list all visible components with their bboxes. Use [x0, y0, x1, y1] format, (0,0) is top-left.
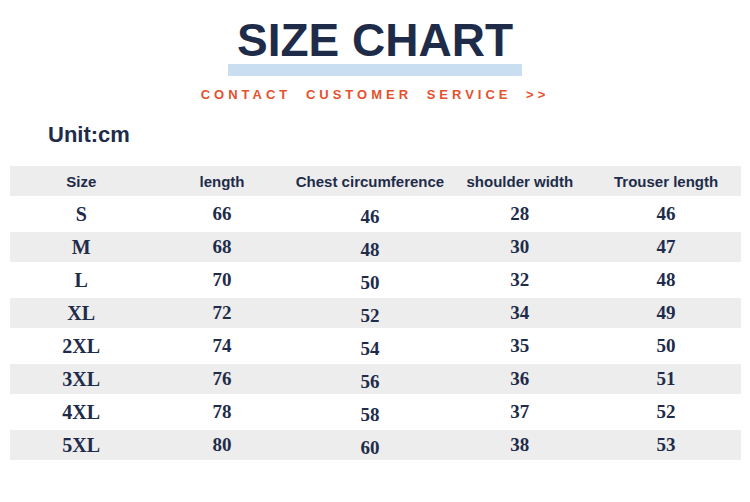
size-cell: 4XL	[10, 397, 153, 427]
length-cell: 70	[153, 265, 292, 295]
table-row: M 68 48 30 47	[10, 232, 741, 262]
length-cell: 66	[153, 199, 292, 229]
size-cell: 3XL	[10, 364, 153, 394]
table-row: XL 72 52 34 49	[10, 298, 741, 328]
trouser-cell: 49	[591, 298, 741, 328]
length-cell: 74	[153, 331, 292, 361]
header-cell-shoulder: shoulder width	[449, 166, 592, 196]
header-cell-trouser: Trouser length	[591, 166, 741, 196]
size-cell: M	[10, 232, 153, 262]
trouser-cell: 50	[591, 331, 741, 361]
shoulder-cell: 38	[449, 430, 592, 460]
unit-label: Unit:cm	[48, 122, 750, 148]
shoulder-cell: 35	[449, 331, 592, 361]
title-section: SIZE CHART	[0, 0, 750, 78]
shoulder-cell: 37	[449, 397, 592, 427]
trouser-cell: 53	[591, 430, 741, 460]
trouser-cell: 47	[591, 232, 741, 262]
size-cell: S	[10, 199, 153, 229]
shoulder-cell: 32	[449, 265, 592, 295]
header-cell-chest: Chest circumference	[291, 166, 448, 196]
shoulder-cell: 28	[449, 199, 592, 229]
size-chart-table: Size length Chest circumference shoulder…	[10, 163, 741, 463]
table-row: 4XL 78 58 37 52	[10, 397, 741, 427]
header-cell-size: Size	[10, 166, 153, 196]
table-row: L 70 50 32 48	[10, 265, 741, 295]
table-row: 5XL 80 60 38 53	[10, 430, 741, 460]
table-header-row: Size length Chest circumference shoulder…	[10, 166, 741, 196]
table-row: 3XL 76 56 36 51	[10, 364, 741, 394]
chest-cell: 52	[291, 298, 448, 328]
chest-cell: 48	[291, 232, 448, 262]
length-cell: 76	[153, 364, 292, 394]
length-cell: 72	[153, 298, 292, 328]
size-cell: L	[10, 265, 153, 295]
table-row: 2XL 74 54 35 50	[10, 331, 741, 361]
size-cell: XL	[10, 298, 153, 328]
trouser-cell: 46	[591, 199, 741, 229]
trouser-cell: 52	[591, 397, 741, 427]
chest-cell: 50	[291, 265, 448, 295]
chest-cell: 58	[291, 397, 448, 427]
page-title: SIZE CHART	[0, 17, 750, 63]
chest-cell: 54	[291, 331, 448, 361]
length-cell: 68	[153, 232, 292, 262]
shoulder-cell: 36	[449, 364, 592, 394]
trouser-cell: 48	[591, 265, 741, 295]
length-cell: 80	[153, 430, 292, 460]
header-cell-length: length	[153, 166, 292, 196]
shoulder-cell: 34	[449, 298, 592, 328]
size-cell: 2XL	[10, 331, 153, 361]
shoulder-cell: 30	[449, 232, 592, 262]
chest-cell: 60	[291, 430, 448, 460]
chest-cell: 56	[291, 364, 448, 394]
length-cell: 78	[153, 397, 292, 427]
chest-cell: 46	[291, 199, 448, 229]
table-row: S 66 46 28 46	[10, 199, 741, 229]
contact-customer-service-link[interactable]: CONTACT CUSTOMER SERVICE >>	[0, 87, 750, 102]
trouser-cell: 51	[591, 364, 741, 394]
size-cell: 5XL	[10, 430, 153, 460]
